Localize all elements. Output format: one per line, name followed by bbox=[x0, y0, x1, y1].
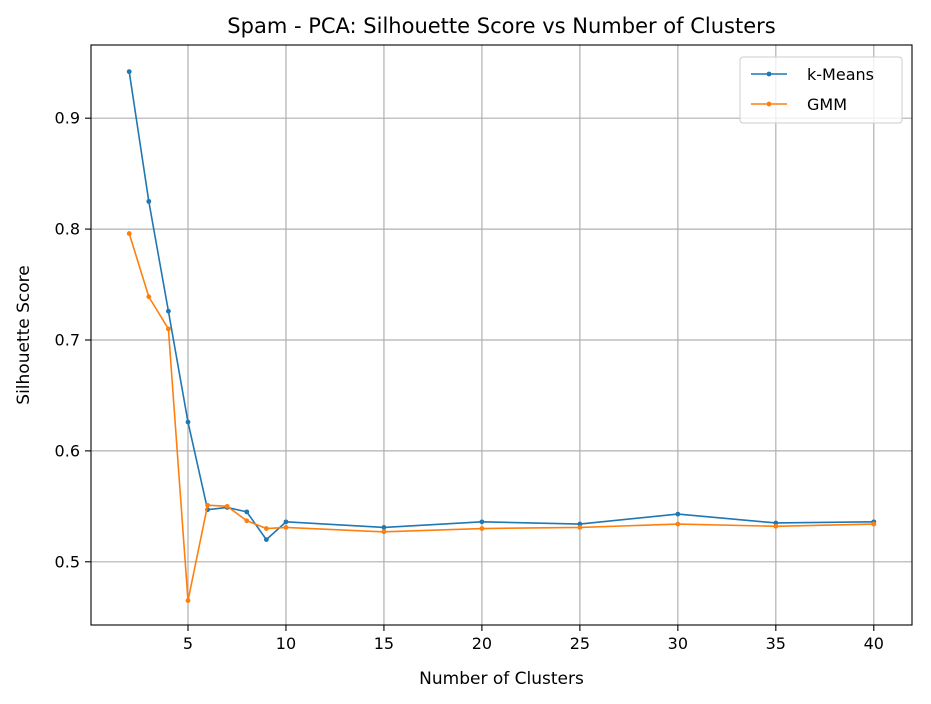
x-tick-label: 30 bbox=[668, 634, 688, 653]
y-tick-label: 0.9 bbox=[55, 109, 80, 128]
data-point bbox=[185, 598, 191, 604]
data-point bbox=[479, 526, 485, 531]
data-point bbox=[165, 326, 171, 332]
data-point bbox=[381, 525, 387, 530]
x-tick-label: 5 bbox=[183, 634, 193, 653]
data-point bbox=[224, 503, 230, 509]
chart-title: Spam - PCA: Silhouette Score vs Number o… bbox=[227, 14, 775, 38]
data-point bbox=[773, 520, 779, 526]
data-point bbox=[146, 294, 152, 300]
x-axis-label: Number of Clusters bbox=[419, 669, 584, 689]
data-point bbox=[205, 502, 210, 508]
y-tick-label: 0.7 bbox=[55, 330, 80, 349]
y-tick-label: 0.5 bbox=[55, 552, 80, 571]
y-tick-label: 0.8 bbox=[55, 220, 80, 239]
x-tick-label: 15 bbox=[374, 634, 394, 653]
data-point bbox=[577, 525, 583, 530]
plot-lines bbox=[126, 69, 877, 604]
y-axis-label: Silhouette Score bbox=[14, 265, 34, 404]
series-k-means bbox=[126, 69, 877, 543]
data-point bbox=[185, 419, 191, 425]
legend-label: k-Means bbox=[807, 65, 874, 84]
x-tick-label: 25 bbox=[570, 634, 590, 653]
legend-marker bbox=[766, 71, 772, 77]
data-point bbox=[263, 537, 269, 543]
data-point bbox=[871, 521, 877, 527]
data-point bbox=[283, 525, 289, 530]
data-point bbox=[126, 69, 132, 75]
data-point bbox=[283, 519, 289, 525]
data-point bbox=[675, 511, 681, 517]
grid bbox=[91, 45, 912, 625]
plot-frame bbox=[90, 44, 913, 626]
legend-marker bbox=[766, 101, 772, 107]
data-point bbox=[577, 521, 583, 527]
series-gmm bbox=[126, 231, 877, 604]
data-point bbox=[675, 521, 681, 527]
x-tick-label: 40 bbox=[864, 634, 884, 653]
data-point bbox=[381, 529, 387, 535]
legend: k-Means GMM bbox=[739, 56, 903, 124]
x-tick-label: 10 bbox=[276, 634, 296, 653]
data-point bbox=[773, 523, 779, 529]
data-point bbox=[244, 518, 250, 524]
data-point bbox=[263, 526, 269, 531]
data-point bbox=[165, 308, 171, 314]
y-tick-label: 0.6 bbox=[55, 441, 80, 460]
axis-ticks: 5 10 15 20 25 30 35 40 0.5 0.6 0.7 0.8 0.9 bbox=[55, 109, 884, 653]
data-point bbox=[244, 509, 250, 515]
x-tick-label: 35 bbox=[766, 634, 786, 653]
data-point bbox=[146, 198, 152, 204]
x-tick-label: 20 bbox=[472, 634, 492, 653]
data-point bbox=[479, 519, 485, 525]
legend-label: GMM bbox=[807, 95, 847, 114]
data-point bbox=[126, 231, 132, 236]
